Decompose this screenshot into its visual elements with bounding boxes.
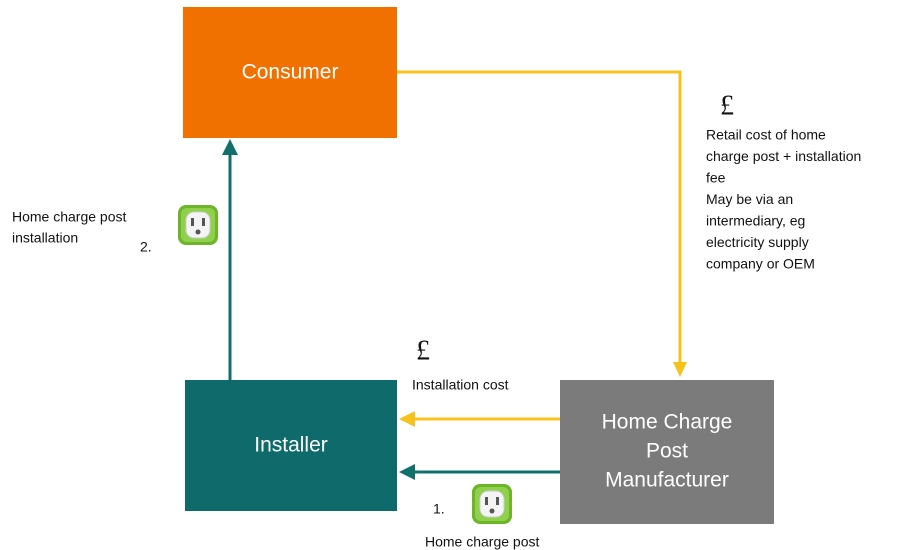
edge-label: Installation cost <box>412 377 509 393</box>
edge-retail <box>397 70 687 377</box>
consumer-box <box>183 7 397 138</box>
installer-box <box>185 380 397 511</box>
edge-label: Home charge post <box>425 534 540 550</box>
manufacturer-box <box>560 380 774 524</box>
text-line: charge post + installation <box>706 148 861 164</box>
text-line: installation <box>12 230 78 246</box>
text-line: Home charge post <box>12 209 127 225</box>
step-number: 1. <box>433 501 445 517</box>
plug-icon <box>177 204 219 246</box>
edge-charge-post <box>399 464 560 480</box>
text-line: electricity supply <box>706 234 809 250</box>
edge-label: Retail cost of home charge post + install… <box>706 127 861 272</box>
node-label: Home Charge Post Manufacturer <box>602 411 733 492</box>
text-line: May be via an <box>706 191 793 207</box>
text-line: company or OEM <box>706 256 815 272</box>
step-number: 2. <box>140 239 152 255</box>
text-line: Post <box>646 440 688 463</box>
node-label: Installer <box>254 434 328 457</box>
text-line: Manufacturer <box>605 469 729 492</box>
pound-symbol: £ <box>720 90 734 121</box>
edge-label: Home charge post installation <box>12 209 127 246</box>
edge-installation <box>222 139 238 380</box>
plug-icon <box>471 483 513 525</box>
node-label: Consumer <box>242 61 339 84</box>
text-line: fee <box>706 170 726 186</box>
edge-installation-cost <box>399 411 560 427</box>
text-line: Home Charge <box>602 411 733 434</box>
text-line: intermediary, eg <box>706 213 805 229</box>
pound-symbol: £ <box>416 335 430 366</box>
text-line: Retail cost of home <box>706 127 826 143</box>
